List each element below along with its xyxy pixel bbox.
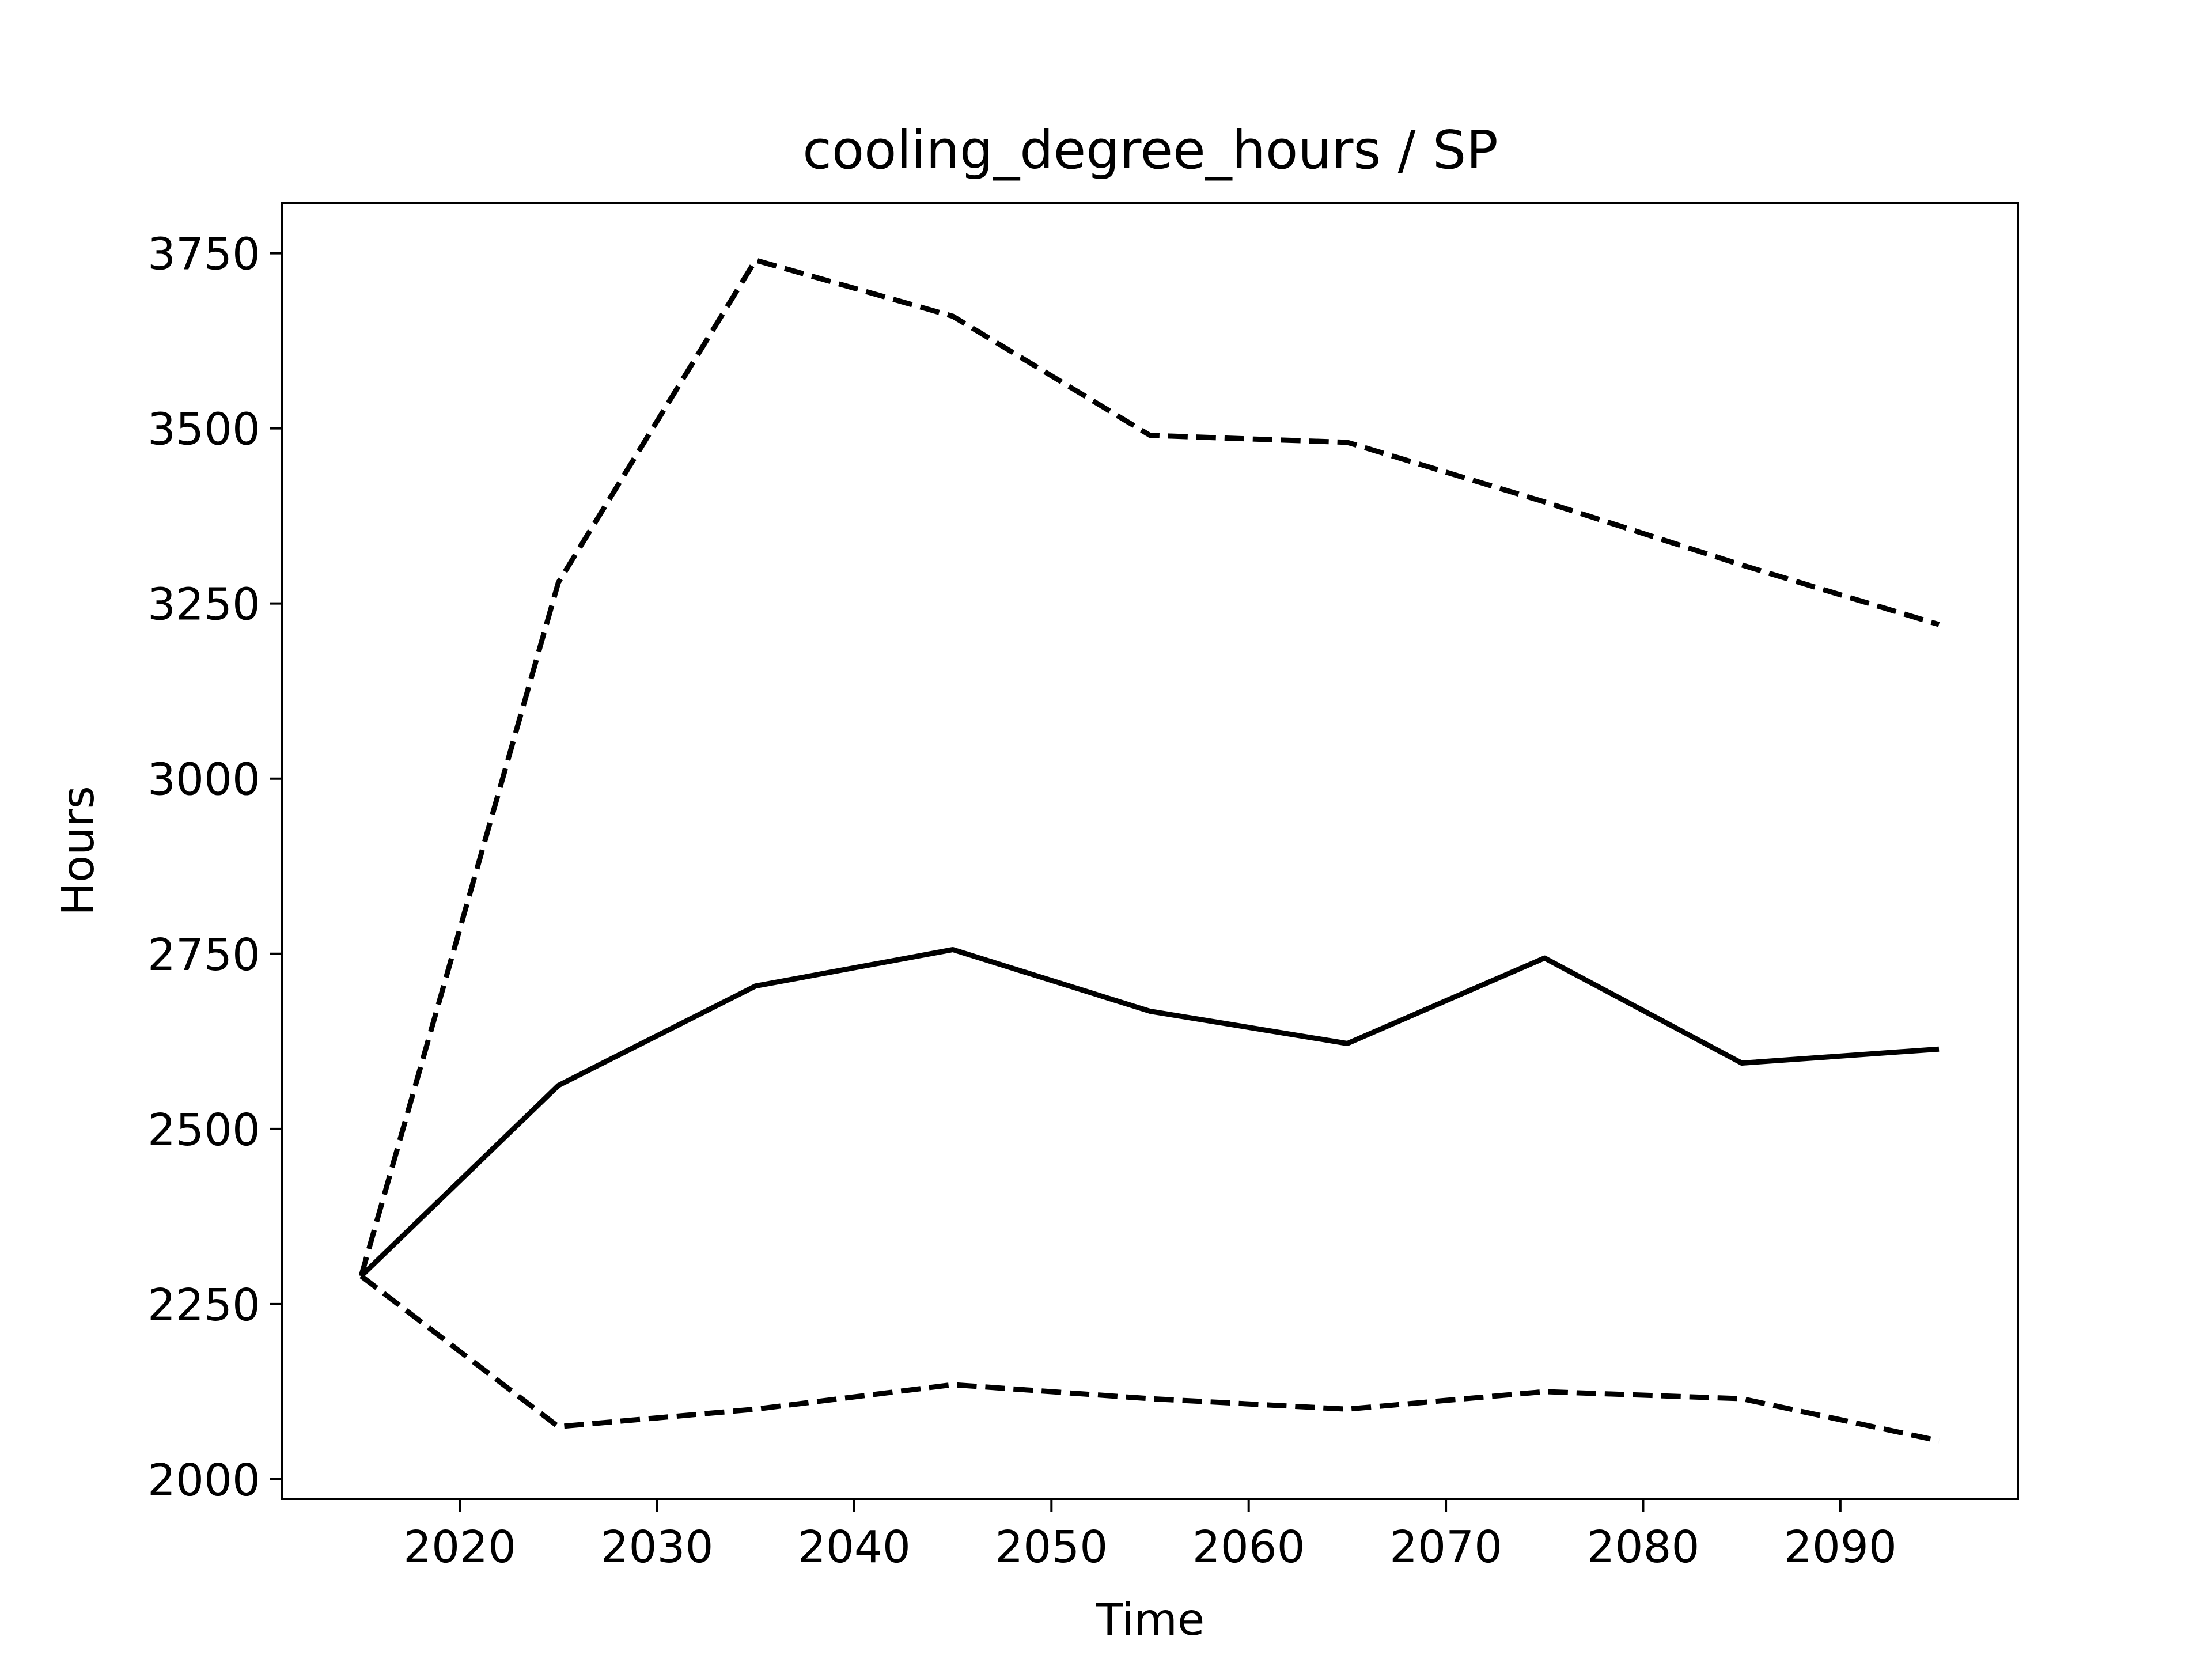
y-tick-label: 3500 xyxy=(147,404,260,456)
y-tick-label: 3750 xyxy=(147,229,260,281)
series-layer xyxy=(358,257,1940,1444)
x-tick-label: 2090 xyxy=(1784,1522,1897,1573)
x-tick-label: 2020 xyxy=(403,1522,516,1573)
chart-title: cooling_degree_hours / SP xyxy=(802,119,1498,181)
y-tick-label: 2000 xyxy=(147,1455,260,1506)
y-tick-label: 3000 xyxy=(147,755,260,806)
x-axis-ticks: 2020 2030 2040 2050 2060 2070 2080 2090 xyxy=(403,1499,1897,1573)
series-line-upper xyxy=(358,257,1940,1277)
y-tick-label: 2250 xyxy=(147,1280,260,1331)
y-tick-label: 3250 xyxy=(147,579,260,631)
x-tick-label: 2070 xyxy=(1389,1522,1502,1573)
y-axis-ticks: 2000 2250 2500 2750 3000 3250 3500 3750 xyxy=(147,229,282,1506)
y-tick-label: 2750 xyxy=(147,930,260,981)
y-tick-label: 2500 xyxy=(147,1105,260,1156)
y-axis-label: Hours xyxy=(53,786,104,916)
x-tick-label: 2080 xyxy=(1586,1522,1699,1573)
series-line-lower xyxy=(359,1274,1940,1444)
x-tick-label: 2030 xyxy=(601,1522,714,1573)
x-tick-label: 2040 xyxy=(798,1522,911,1573)
x-tick-label: 2050 xyxy=(995,1522,1108,1573)
plot-area-frame xyxy=(281,202,2019,1500)
x-tick-label: 2060 xyxy=(1192,1522,1305,1573)
series-line-central xyxy=(359,947,1940,1278)
x-axis-label: Time xyxy=(1096,1594,1205,1646)
